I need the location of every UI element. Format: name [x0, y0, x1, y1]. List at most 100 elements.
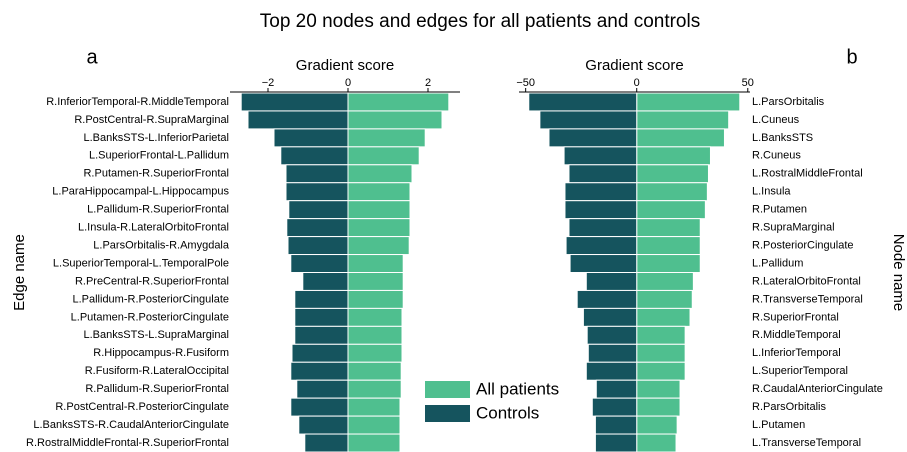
y-tick-label: R.RostralMiddleFrontal-R.SuperiorFrontal [26, 437, 229, 449]
bar [636, 164, 709, 184]
x-tick-label: 50 [742, 77, 754, 89]
bar [636, 200, 706, 220]
y-tick-label: L.SuperiorTemporal [752, 365, 848, 377]
bar [636, 128, 725, 148]
legend-label: All patients [476, 379, 559, 398]
bar [636, 325, 686, 345]
y-tick-label: R.LateralOrbitoFrontal [752, 275, 861, 287]
bar [347, 182, 411, 202]
y-tick-label: L.Pallidum [752, 257, 803, 269]
bar [247, 110, 349, 130]
legend-swatch [425, 381, 470, 398]
y-tick-label: L.Insula [752, 186, 791, 198]
y-tick-label: R.SupraMarginal [752, 222, 835, 234]
y-tick-label: L.InferiorTemporal [752, 347, 841, 359]
bar [285, 182, 349, 202]
y-tick-label: L.SuperiorFrontal-L.Pallidum [89, 150, 229, 162]
bar [568, 164, 638, 184]
bar [636, 272, 694, 291]
x-tick-label: 0 [345, 77, 351, 89]
legend-label: Controls [476, 403, 539, 422]
bar [291, 343, 349, 363]
bar [585, 272, 638, 291]
bar [636, 182, 708, 202]
y-tick-label: R.PosteriorCingulate [752, 239, 854, 251]
bar [347, 379, 402, 399]
bar [240, 92, 349, 112]
bar [347, 415, 401, 435]
bar [568, 218, 638, 238]
bar [347, 343, 403, 363]
y-tick-label: L.Pallidum-R.SuperiorFrontal [87, 204, 229, 216]
y-tick-label: L.SuperiorTemporal-L.TemporalPole [53, 257, 229, 269]
y-tick-label: R.CaudalAnteriorCingulate [752, 383, 883, 395]
bar [636, 361, 686, 381]
bar [636, 397, 681, 417]
bar [636, 415, 678, 435]
legend-swatch [425, 405, 470, 422]
bar [636, 254, 701, 274]
bar [585, 361, 638, 381]
bar [636, 110, 730, 130]
bar [347, 110, 443, 130]
figure-title: Top 20 nodes and edges for all patients … [260, 11, 700, 32]
y-tick-label: R.Cuneus [752, 150, 801, 162]
bar [347, 254, 404, 274]
y-tick-label: L.Pallidum-R.PosteriorCingulate [72, 293, 229, 305]
bar [347, 128, 426, 148]
y-tick-label: R.Putamen-R.SuperiorFrontal [83, 168, 229, 180]
y-tick-label: L.ParaHippocampal-L.Hippocampus [52, 186, 229, 198]
bar [290, 397, 349, 417]
bar [290, 254, 349, 274]
bar [294, 307, 349, 327]
bar [636, 92, 741, 112]
y-tick-label: R.PreCentral-R.SuperiorFrontal [75, 275, 229, 287]
y-tick-label: L.Putamen-R.PosteriorCingulate [71, 311, 229, 323]
y-tick-label: R.InferiorTemporal-R.MiddleTemporal [46, 96, 229, 108]
x-axis-label: Gradient score [585, 57, 683, 74]
bar [347, 272, 404, 291]
bar [273, 128, 349, 148]
bar [591, 397, 638, 417]
bar [594, 415, 638, 435]
y-tick-label: R.TransverseTemporal [752, 293, 863, 305]
bar [286, 218, 349, 238]
y-tick-label: L.Insula-R.LateralOrbitoFrontal [78, 222, 229, 234]
y-axis-label: Node name [890, 234, 907, 312]
bar [290, 361, 349, 381]
bar [569, 254, 638, 274]
bar [304, 433, 349, 452]
y-axis-label: Edge name [11, 234, 28, 311]
bar [302, 272, 349, 291]
bar [347, 361, 402, 381]
y-tick-label: R.Fusiform-R.LateralOccipital [85, 365, 229, 377]
bar [586, 325, 638, 345]
y-tick-label: L.Putamen [752, 419, 805, 431]
y-tick-label: L.BanksSTS [752, 132, 813, 144]
bar [636, 307, 691, 327]
bar [576, 289, 638, 309]
bar [347, 397, 401, 417]
bar [565, 236, 638, 256]
bar [636, 236, 701, 256]
bar [528, 92, 638, 112]
y-tick-label: L.Cuneus [752, 114, 800, 126]
bar [347, 325, 403, 345]
bar [636, 379, 681, 399]
bar [594, 433, 638, 452]
y-tick-label: L.BanksSTS-L.SupraMarginal [83, 329, 229, 341]
y-tick-label: R.MiddleTemporal [752, 329, 841, 341]
y-tick-label: R.PostCentral-R.SupraMarginal [74, 114, 229, 126]
bar [280, 146, 349, 166]
bar [294, 289, 349, 309]
y-tick-label: L.BanksSTS-R.CaudalAnteriorCingulate [33, 419, 229, 431]
x-tick-label: −2 [262, 77, 275, 89]
y-tick-label: R.Pallidum-R.SuperiorFrontal [85, 383, 229, 395]
bar [563, 146, 638, 166]
bar [347, 164, 413, 184]
bar [347, 307, 403, 327]
bar [298, 415, 349, 435]
x-tick-label: 2 [425, 77, 431, 89]
bar [285, 164, 349, 184]
